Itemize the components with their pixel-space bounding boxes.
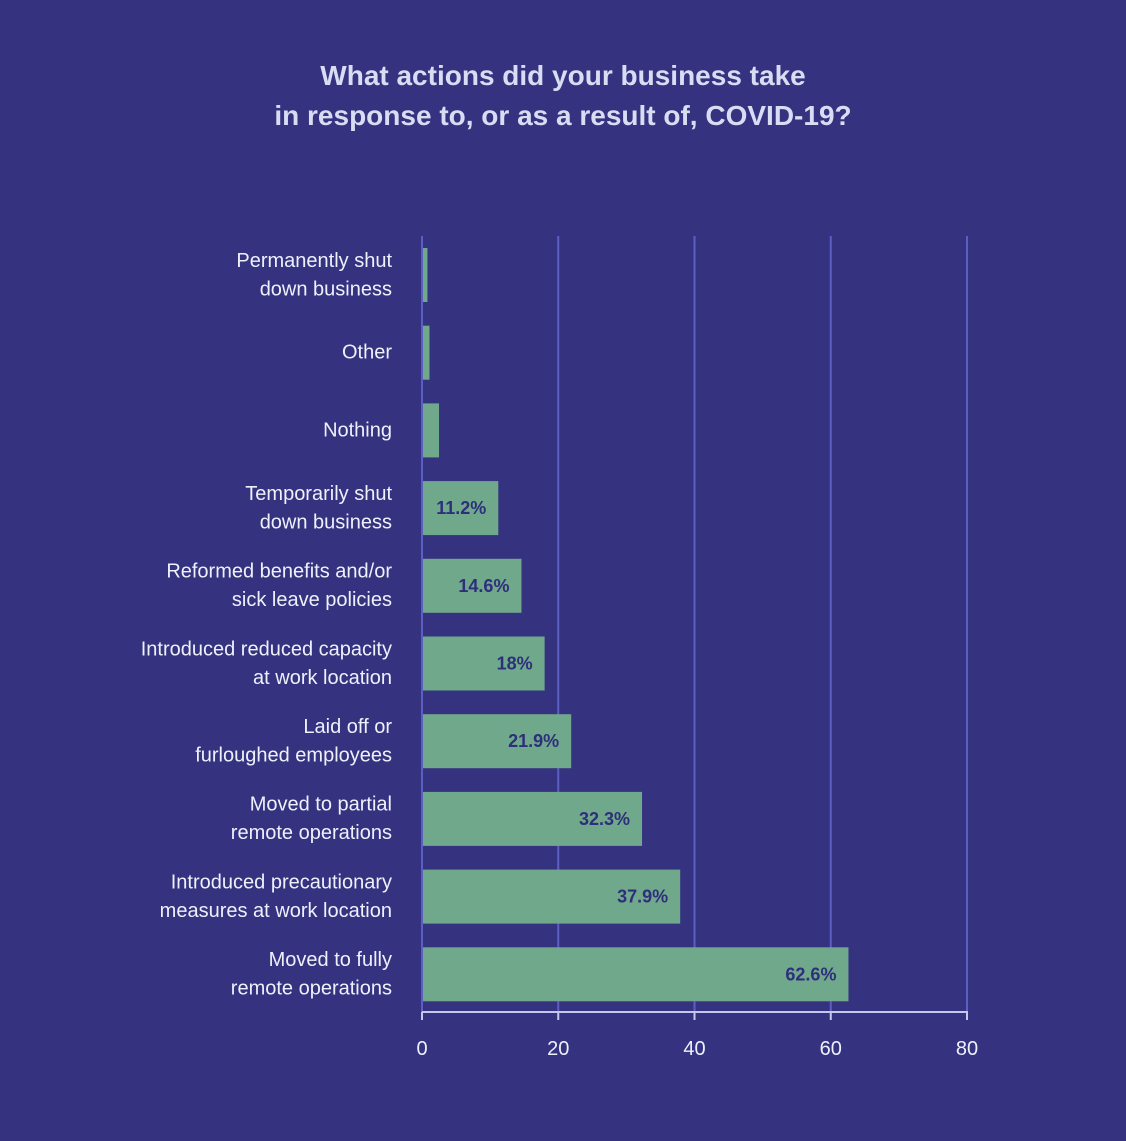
x-tick-label-60: 60 <box>820 1038 842 1060</box>
category-label-line: Permanently shut <box>236 250 392 272</box>
category-label-line: Introduced precautionary <box>171 871 392 893</box>
category-label-line: Other <box>342 342 392 364</box>
data-label-5: 18% <box>497 654 533 674</box>
bar-0 <box>422 248 428 302</box>
x-tick-label-80: 80 <box>956 1038 978 1060</box>
category-label-line: sick leave policies <box>232 589 392 611</box>
category-label-line: remote operations <box>231 822 392 844</box>
category-label-line: down business <box>260 278 392 300</box>
category-label-8: Introduced precautionary measures at work… <box>160 871 392 922</box>
category-label-line: Introduced reduced capacity <box>141 638 392 660</box>
category-label-1: Other <box>342 342 392 364</box>
data-label-7: 32.3% <box>579 809 630 829</box>
category-label-6: Laid off or furloughed employees <box>195 716 392 767</box>
x-tick-label-0: 0 <box>416 1038 427 1060</box>
data-label-8: 37.9% <box>617 887 668 907</box>
bar-5 <box>422 636 545 691</box>
category-label-line: Nothing <box>323 419 392 441</box>
category-label-line: furloughed employees <box>195 744 392 766</box>
category-label-line: Moved to fully <box>269 949 392 971</box>
bar-4 <box>422 558 522 613</box>
x-tick-label-40: 40 <box>683 1038 705 1060</box>
data-label-4: 14.6% <box>458 576 509 596</box>
category-label-line: Laid off or <box>303 716 392 738</box>
category-label-3: Temporarily shut down business <box>245 483 392 533</box>
chart-title-line-2: in response to, or as a result of, COVID… <box>274 100 852 131</box>
category-label-line: Moved to partial <box>250 794 392 816</box>
category-label-7: Moved to partial remote operations <box>231 794 392 845</box>
data-label-6: 21.9% <box>508 731 559 751</box>
category-label-line: remote operations <box>231 978 392 1000</box>
chart-title: What actions did your business take in r… <box>0 56 1126 136</box>
bar-8 <box>422 869 681 924</box>
bar-9 <box>422 947 849 1002</box>
bar-7 <box>422 791 643 846</box>
data-label-3: 11.2% <box>436 498 486 518</box>
category-label-line: Reformed benefits and/or <box>166 561 392 583</box>
category-label-2: Nothing <box>323 419 392 441</box>
chart-title-line-1: What actions did your business take <box>320 60 806 91</box>
category-label-4: Reformed benefits and/or sick leave polic… <box>166 561 392 612</box>
x-tick-label-20: 20 <box>547 1038 569 1060</box>
category-label-line: measures at work location <box>160 900 392 922</box>
bar-1 <box>422 325 430 380</box>
category-label-9: Moved to fully remote operations <box>231 949 392 1000</box>
data-label-9: 62.6% <box>785 964 836 984</box>
bar-3 <box>422 481 499 536</box>
category-label-0: Permanently shut down business <box>236 250 392 301</box>
category-label-line: Temporarily shut <box>245 483 392 505</box>
bar-6 <box>422 714 572 769</box>
category-label-line: down business <box>260 511 392 533</box>
category-label-5: Introduced reduced capacity at work locat… <box>141 638 392 689</box>
category-label-line: at work location <box>253 667 392 689</box>
bar-2 <box>422 403 440 458</box>
